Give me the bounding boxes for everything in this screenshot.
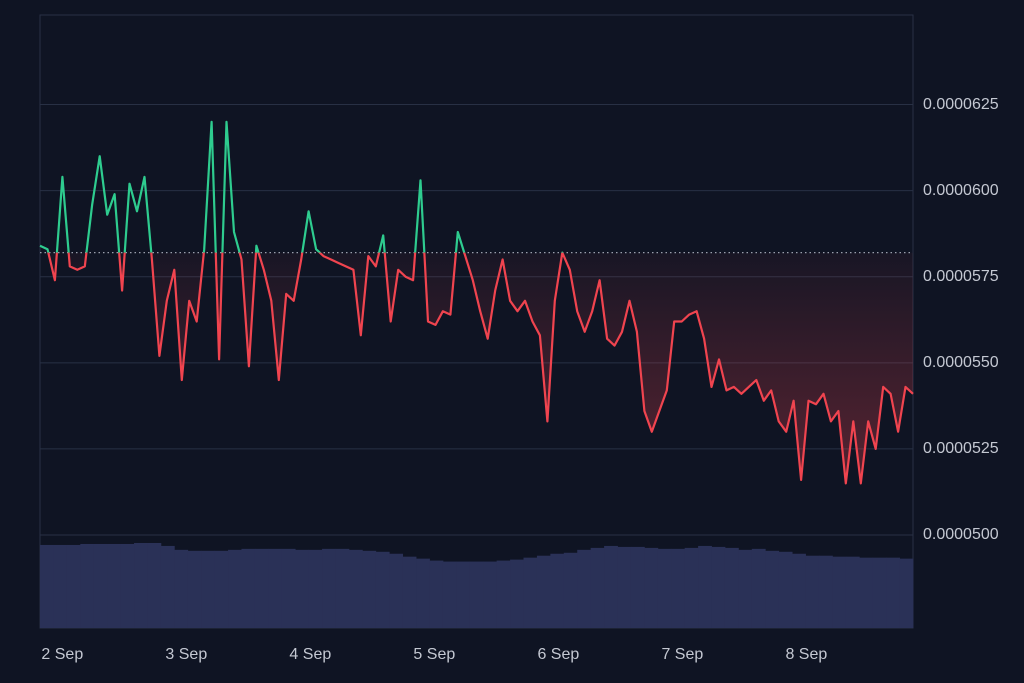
volume-bar	[886, 557, 900, 628]
volume-bar	[308, 549, 323, 628]
volume-bar	[375, 551, 390, 628]
volume-bar	[899, 558, 914, 628]
volume-bar	[577, 549, 592, 628]
y-tick-label: 0.0000600	[923, 182, 999, 199]
x-tick-label: 3 Sep	[165, 646, 207, 663]
volume-bar	[778, 551, 793, 628]
volume-bar	[483, 561, 498, 628]
x-tick-label: 2 Sep	[41, 646, 83, 663]
volume-bar	[792, 553, 806, 628]
y-tick-label: 0.0000500	[923, 526, 999, 543]
volume-bar	[590, 547, 605, 628]
volume-bar	[657, 548, 672, 628]
volume-bar	[241, 548, 256, 628]
volume-bar	[442, 561, 457, 628]
volume-bar	[389, 553, 404, 628]
y-tick-label: 0.0000550	[923, 354, 999, 371]
volume-bar	[107, 543, 121, 628]
volume-bar	[268, 548, 283, 628]
volume-bar	[201, 550, 215, 628]
volume-bar	[469, 561, 484, 628]
volume-bar	[644, 547, 659, 628]
volume-bar	[335, 548, 350, 628]
volume-bar	[604, 545, 618, 628]
volume-bar	[523, 557, 538, 628]
volume-bar	[187, 550, 202, 628]
volume-bar	[617, 546, 632, 628]
volume-bar	[765, 550, 780, 628]
volume-bar	[698, 545, 712, 628]
volume-bar	[845, 556, 860, 628]
volume-bar	[630, 546, 645, 628]
volume-bar	[281, 548, 296, 628]
volume-bar	[684, 547, 699, 628]
y-tick-label: 0.0000575	[923, 268, 999, 285]
volume-bar	[818, 555, 833, 628]
volume-bar	[563, 552, 578, 628]
volume-bar	[93, 543, 108, 628]
down-area	[40, 252, 913, 484]
volume-bar	[832, 556, 847, 628]
volume-bar	[536, 555, 551, 628]
volume-bar	[805, 555, 820, 628]
volume-bar	[147, 543, 162, 628]
volume-bar	[214, 550, 229, 628]
volume-bar	[429, 560, 444, 628]
volume-bar	[751, 548, 766, 628]
volume-bar	[53, 544, 68, 628]
volume-bar	[671, 548, 686, 628]
volume-bar	[66, 544, 81, 628]
volume-bar	[160, 545, 175, 628]
y-tick-label: 0.0000625	[923, 96, 999, 113]
x-tick-label: 5 Sep	[413, 646, 455, 663]
volume-bar	[402, 556, 417, 628]
volume-bar	[254, 548, 269, 628]
volume-bar	[120, 543, 135, 628]
volume-bar	[724, 547, 739, 628]
volume-bar	[872, 557, 887, 628]
volume-bar	[550, 553, 565, 628]
volume-bar	[134, 543, 148, 628]
volume-bar	[348, 549, 363, 628]
volume-bar	[859, 557, 874, 628]
volume-bar	[362, 550, 377, 628]
volume-bar	[322, 548, 336, 628]
volume-bar	[496, 560, 511, 628]
x-tick-label: 6 Sep	[537, 646, 579, 663]
volume-bar	[711, 546, 726, 628]
volume-bar	[416, 558, 430, 628]
volume-bar	[510, 559, 524, 628]
volume-bar	[295, 549, 310, 628]
x-tick-label: 7 Sep	[661, 646, 703, 663]
volume-bar	[174, 549, 189, 628]
volume-bar	[80, 543, 95, 628]
price-line-down	[47, 252, 914, 485]
volume-bar	[456, 561, 471, 628]
x-tick-label: 4 Sep	[289, 646, 331, 663]
x-tick-label: 8 Sep	[785, 646, 827, 663]
volume-bar	[228, 549, 242, 628]
volume-bar	[738, 549, 753, 628]
y-tick-label: 0.0000525	[923, 440, 999, 457]
volume-bar	[40, 544, 54, 628]
